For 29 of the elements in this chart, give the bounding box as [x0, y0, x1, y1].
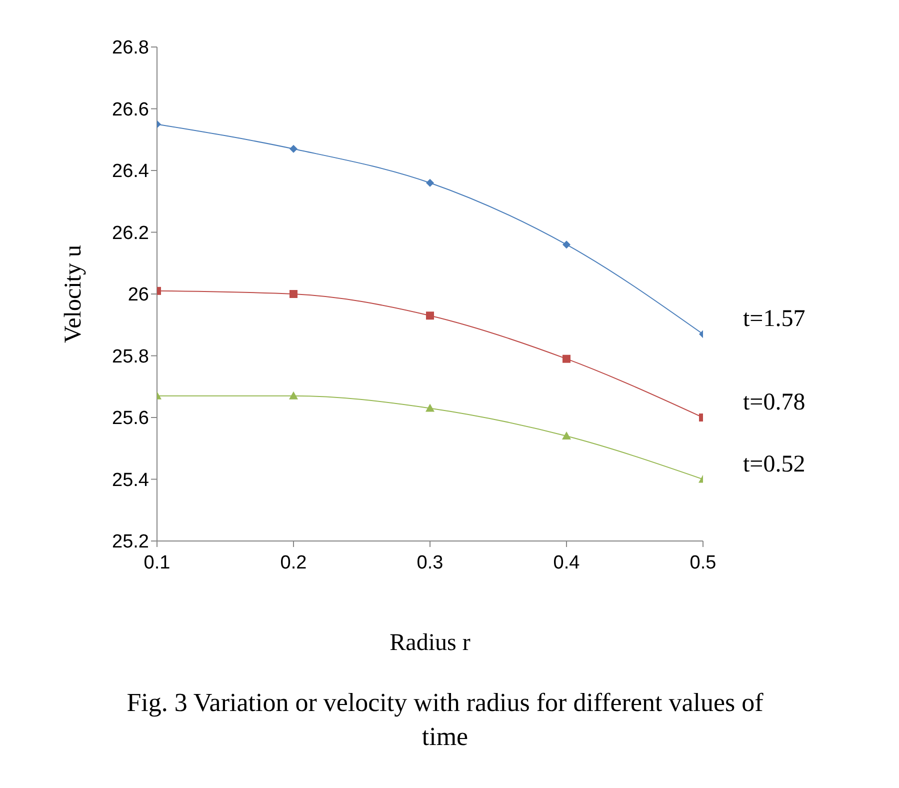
y-tick-label: 25.8 — [112, 346, 149, 368]
x-tick-label: 0.3 — [416, 552, 444, 574]
series-label: t=0.52 — [743, 451, 806, 478]
y-tick-label: 26.2 — [112, 222, 149, 244]
series-label: t=0.78 — [743, 390, 806, 416]
point — [426, 178, 434, 187]
series-label: t=1.57 — [743, 306, 806, 332]
x-tick-label: 0.5 — [690, 552, 716, 574]
x-tick-label: 0.4 — [553, 552, 580, 574]
point — [290, 290, 298, 298]
y-tick-label: 25.4 — [112, 470, 150, 491]
point — [290, 144, 298, 153]
y-tick-label: 26 — [128, 284, 149, 306]
point — [426, 312, 434, 320]
x-tick-label: 0.1 — [144, 552, 170, 574]
point — [289, 391, 298, 400]
y-tick-label: 26.6 — [112, 99, 149, 120]
y-tick-label: 26.8 — [112, 38, 149, 59]
y-tick-label: 25.6 — [112, 408, 149, 430]
y-tick-label: 25.2 — [112, 532, 149, 553]
point — [562, 432, 571, 440]
x-axis-title: Radius r — [388, 630, 472, 657]
y-axis-title: Velocity u — [60, 245, 87, 343]
point — [562, 354, 570, 363]
point — [426, 404, 434, 412]
point — [562, 240, 570, 249]
x-tick-label: 0.2 — [280, 552, 307, 574]
y-tick-label: 26.4 — [112, 161, 150, 182]
caption: Fig. 3 Variation or velocity with radius for different values of time — [126, 687, 764, 753]
